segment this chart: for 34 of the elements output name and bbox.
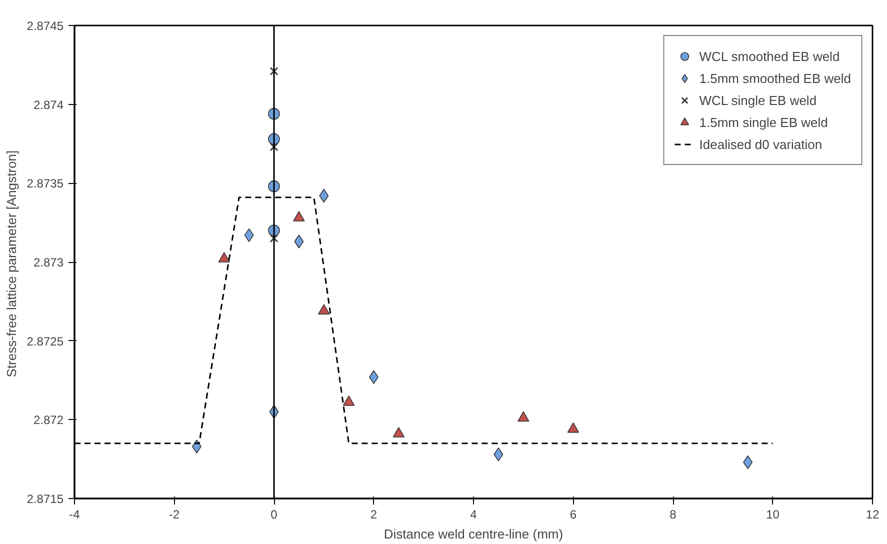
y-tick-label: 2.8725 [26,334,64,348]
point [294,234,304,248]
legend-label: WCL single EB weld [699,92,817,108]
point [270,234,278,243]
x-axis-title: Distance weld centre-line (mm) [384,526,564,542]
x-tick-label: 8 [670,508,677,522]
x-tick-label: 0 [270,508,278,522]
point [517,411,530,422]
point [342,396,355,406]
point [567,422,580,433]
x-tick-label: -4 [69,508,80,522]
x-tick-label: -2 [168,508,180,522]
x-tick-label: 4 [470,508,478,522]
point [218,252,230,262]
y-tick-label: 2.874 [33,98,64,112]
y-tick-label: 2.872 [33,413,64,428]
legend-label: Idealised d0 variation [699,136,822,152]
x-tick-label: 10 [766,508,780,522]
x-tick-label: 12 [866,508,880,522]
legend-label: 1.5mm smoothed EB weld [699,70,851,86]
y-tick-label: 2.8745 [26,19,64,33]
y-axis-title: Stress-free lattice parameter [Angstron] [4,150,19,378]
point [270,66,278,76]
point [270,142,278,152]
point [392,427,405,438]
x-tick-label: 2 [370,508,378,522]
y-tick-label: 2.873 [33,256,64,270]
x-tick-label: 6 [570,508,577,522]
point [318,304,330,314]
legend-label: WCL smoothed EB weld [699,48,840,64]
legend-label: 1.5mm single EB weld [699,114,828,130]
y-tick-label: 2.8735 [26,176,64,191]
point [293,211,305,222]
y-tick-label: 2.8715 [26,492,64,506]
